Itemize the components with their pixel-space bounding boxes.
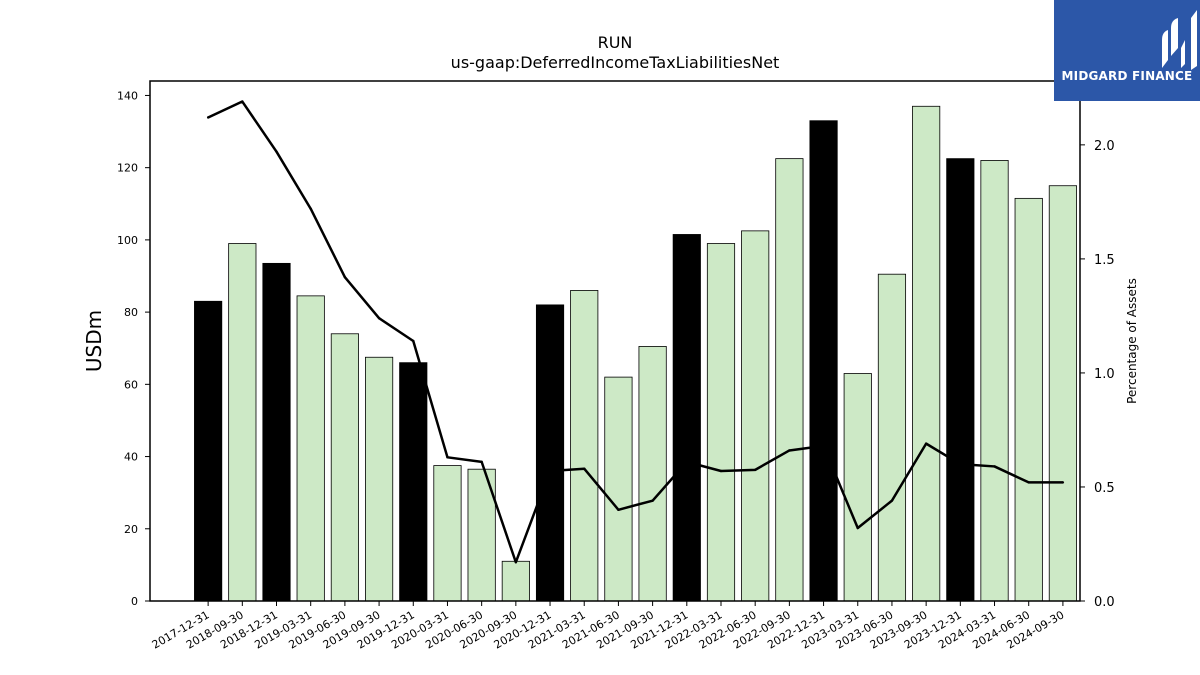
bar-2023-06-30 xyxy=(877,273,907,602)
line-point-2024-06-30 xyxy=(1027,481,1030,484)
left-axis: 0 20 40 60 80 100 120 140 xyxy=(117,89,150,608)
line-point-2019-12-31 xyxy=(412,339,415,343)
line-point-2022-09-30 xyxy=(788,449,791,452)
y-tick-label: 120 xyxy=(117,162,138,175)
y2-tick-label: 1.5 xyxy=(1094,253,1115,268)
line-point-2022-03-31 xyxy=(719,469,723,473)
line-point-2021-06-30 xyxy=(617,508,620,511)
x-axis: 2017-12-312018-09-302018-12-312019-03-31… xyxy=(150,601,1066,652)
bar-2017-12-31 xyxy=(194,300,223,602)
y-tick-label: 60 xyxy=(124,378,138,391)
line-point-2019-03-31 xyxy=(309,207,312,210)
bar-2024-06-30 xyxy=(1014,197,1043,602)
bar-2019-12-31 xyxy=(399,362,428,602)
brand-name: MIDGARD FINANCE xyxy=(1061,69,1193,83)
line-point-2024-09-30 xyxy=(1061,481,1065,484)
line-point-2017-12-31 xyxy=(206,116,210,119)
line-point-2019-09-30 xyxy=(377,316,381,320)
y-tick-label: 80 xyxy=(124,306,138,319)
bar-2019-03-31 xyxy=(296,295,325,602)
line-point-2023-12-31 xyxy=(959,462,962,466)
bar-2023-03-31 xyxy=(843,373,872,602)
line-point-2018-09-30 xyxy=(241,100,244,103)
line-point-2024-03-31 xyxy=(993,465,996,468)
y2-tick-label: 0.0 xyxy=(1094,595,1115,610)
line-point-2020-09-30 xyxy=(514,561,518,564)
midgard-finance-logo: MIDGARD FINANCE xyxy=(1054,0,1200,101)
bar-2018-12-31 xyxy=(262,262,291,602)
y-tick-label: 20 xyxy=(124,523,138,536)
bar-2019-06-30 xyxy=(330,333,359,602)
midgard-m-logo-icon xyxy=(1162,10,1197,70)
plot-frame xyxy=(149,80,1081,602)
line-point-2023-09-30 xyxy=(924,442,928,445)
bar-2024-09-30 xyxy=(1048,185,1077,602)
line-point-2023-03-31 xyxy=(856,526,859,530)
bar-2019-09-30 xyxy=(365,356,394,602)
bar-2022-06-30 xyxy=(741,230,770,602)
chart-subtitle: us-gaap:DeferredIncomeTaxLiabilitiesNet xyxy=(451,53,780,72)
percentage-line xyxy=(207,100,1063,564)
y-tick-label: 140 xyxy=(117,89,138,102)
y-axis-label: USDm xyxy=(82,310,106,372)
bar-2022-12-31 xyxy=(809,120,838,602)
y2-tick-label: 0.5 xyxy=(1094,481,1115,496)
bar-2020-12-31 xyxy=(535,304,565,602)
y2-tick-label: 2.0 xyxy=(1094,139,1115,154)
line-point-2020-12-31 xyxy=(548,469,552,473)
line-point-2021-12-31 xyxy=(685,460,689,464)
line-point-2020-06-30 xyxy=(480,460,483,464)
line-point-2018-12-31 xyxy=(275,150,278,153)
line-point-2021-09-30 xyxy=(651,499,654,502)
line-point-2022-12-31 xyxy=(822,444,825,448)
y-tick-label: 100 xyxy=(117,234,138,247)
y-tick-label: 40 xyxy=(124,451,138,464)
line-point-2023-06-30 xyxy=(890,499,894,502)
bar-2022-03-31 xyxy=(706,243,736,602)
bar-2021-06-30 xyxy=(604,376,633,602)
bar-2021-09-30 xyxy=(638,346,667,602)
line-group xyxy=(206,100,1065,564)
bar-2020-09-30 xyxy=(501,560,530,602)
y-tick-label: 0 xyxy=(131,595,138,608)
bar-2024-03-31 xyxy=(980,160,1009,602)
bar-2023-12-31 xyxy=(946,158,975,602)
line-point-2022-06-30 xyxy=(753,468,757,472)
y2-tick-label: 1.0 xyxy=(1094,367,1115,382)
line-point-2021-03-31 xyxy=(583,467,586,470)
bars-group xyxy=(194,105,1077,602)
line-point-2019-06-30 xyxy=(343,275,347,279)
bar-2018-09-30 xyxy=(228,243,257,602)
bar-2021-12-31 xyxy=(672,234,701,602)
bar-2020-03-31 xyxy=(433,465,462,602)
bar-2022-09-30 xyxy=(775,158,804,602)
line-point-2020-03-31 xyxy=(446,456,449,459)
bar-2021-03-31 xyxy=(570,290,599,602)
bar-2023-09-30 xyxy=(912,105,941,602)
chart-title: RUN xyxy=(598,33,633,52)
y2-axis-label: Percentage of Assets xyxy=(1125,278,1139,404)
right-axis: 0.0 0.5 1.0 1.5 2.0 xyxy=(1080,139,1115,610)
